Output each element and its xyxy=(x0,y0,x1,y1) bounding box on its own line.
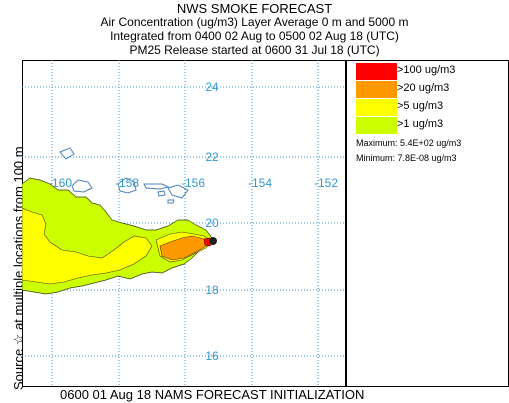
longitude-label: -158 xyxy=(115,176,139,190)
latitude-label: 18 xyxy=(205,283,219,297)
legend-swatch xyxy=(356,117,397,134)
legend-label: >5 ug/m3 xyxy=(397,100,444,112)
latitude-label: 24 xyxy=(205,80,219,94)
source-axis-label: Source ☆ at multiple locations from 100 … xyxy=(0,60,26,390)
latitude-label: 22 xyxy=(205,150,219,164)
coastlines xyxy=(59,147,189,204)
smoke-map: -160 -158 -156 -154 -152 24 22 20 18 16 xyxy=(22,60,346,387)
lat-lon-grid: -160 -158 -156 -154 -152 24 22 20 18 16 xyxy=(22,60,346,387)
legend-label: >1 ug/m3 xyxy=(397,118,444,130)
legend-maximum: Maximum: 5.4E+02 ug/m3 xyxy=(356,138,462,148)
longitude-label: -156 xyxy=(181,176,205,190)
longitude-label: -152 xyxy=(314,176,338,190)
island-molokai xyxy=(143,183,170,190)
forecast-title: NWS SMOKE FORECAST xyxy=(176,1,333,16)
island-oahu xyxy=(117,177,137,194)
legend-swatch xyxy=(356,63,397,80)
island-lanai xyxy=(157,190,166,197)
legend-swatch xyxy=(356,99,397,116)
forecast-initialization: 0600 01 Aug 18 NAMS FORECAST INITIALIZAT… xyxy=(60,387,365,402)
latitude-label: 16 xyxy=(205,349,219,363)
legend-panel: >100 ug/m3 >20 ug/m3 >5 ug/m3 >1 ug/m3 Maxi… xyxy=(346,60,509,387)
island-kauai xyxy=(71,179,93,193)
legend-label: >100 ug/m3 xyxy=(397,64,456,76)
legend-swatch xyxy=(356,81,397,98)
plume-level-5 xyxy=(22,207,153,285)
legend-minimum: Minimum: 7.8E-08 ug/m3 xyxy=(356,153,457,163)
longitude-label: -160 xyxy=(48,176,72,190)
source-marker xyxy=(209,237,217,245)
release-info: PM25 Release started at 0600 31 Jul 18 (… xyxy=(129,43,380,57)
island-niihau xyxy=(59,147,75,160)
longitude-label: -154 xyxy=(248,176,272,190)
integration-period: Integrated from 0400 02 Aug to 0500 02 A… xyxy=(110,29,399,43)
smoke-plume xyxy=(22,177,217,295)
island-maui xyxy=(167,184,189,199)
legend-label: >20 ug/m3 xyxy=(397,82,450,94)
concentration-subtitle: Air Concentration (ug/m3) Layer Average … xyxy=(100,15,409,29)
latitude-label: 20 xyxy=(205,216,219,230)
island-kahoolawe xyxy=(167,199,175,204)
